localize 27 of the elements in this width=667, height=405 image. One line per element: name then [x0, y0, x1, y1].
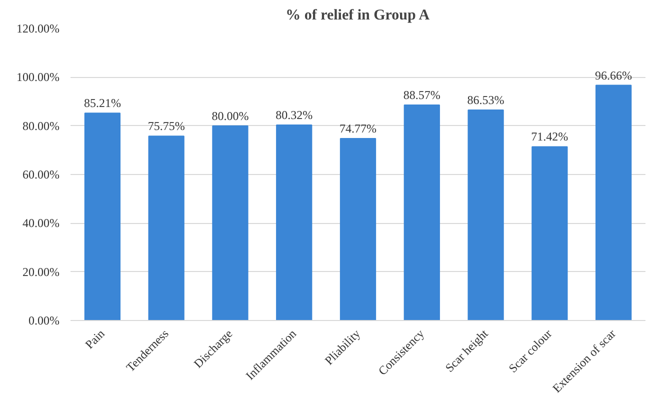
data-label: 88.57%	[403, 88, 440, 102]
bar	[340, 138, 376, 320]
x-tick-label: Pain	[82, 326, 108, 352]
bar	[595, 84, 632, 320]
bar	[532, 146, 568, 320]
y-tick-label: 40.00%	[22, 216, 60, 230]
bar	[404, 104, 440, 320]
y-tick-label: 100.00%	[16, 70, 60, 84]
data-label: 80.32%	[276, 108, 313, 122]
bar	[84, 112, 121, 320]
bar	[148, 136, 184, 320]
data-label: 71.42%	[531, 130, 568, 144]
bar	[212, 125, 248, 320]
chart-title: % of relief in Group A	[286, 8, 430, 24]
bar	[276, 124, 312, 320]
y-tick-label: 60.00%	[22, 168, 60, 182]
data-label: 80.00%	[212, 108, 249, 123]
y-tick-label: 0.00%	[28, 314, 60, 328]
data-label: 74.77%	[340, 122, 376, 136]
y-tick-label: 120.00%	[16, 22, 60, 36]
y-tick-label: 20.00%	[22, 264, 60, 279]
data-label: 75.75%	[148, 119, 185, 134]
data-label: 86.53%	[467, 92, 504, 107]
data-label: 96.66%	[595, 68, 632, 82]
y-tick-label: 80.00%	[22, 118, 60, 133]
bar	[468, 109, 504, 320]
data-label: 85.21%	[84, 96, 121, 110]
